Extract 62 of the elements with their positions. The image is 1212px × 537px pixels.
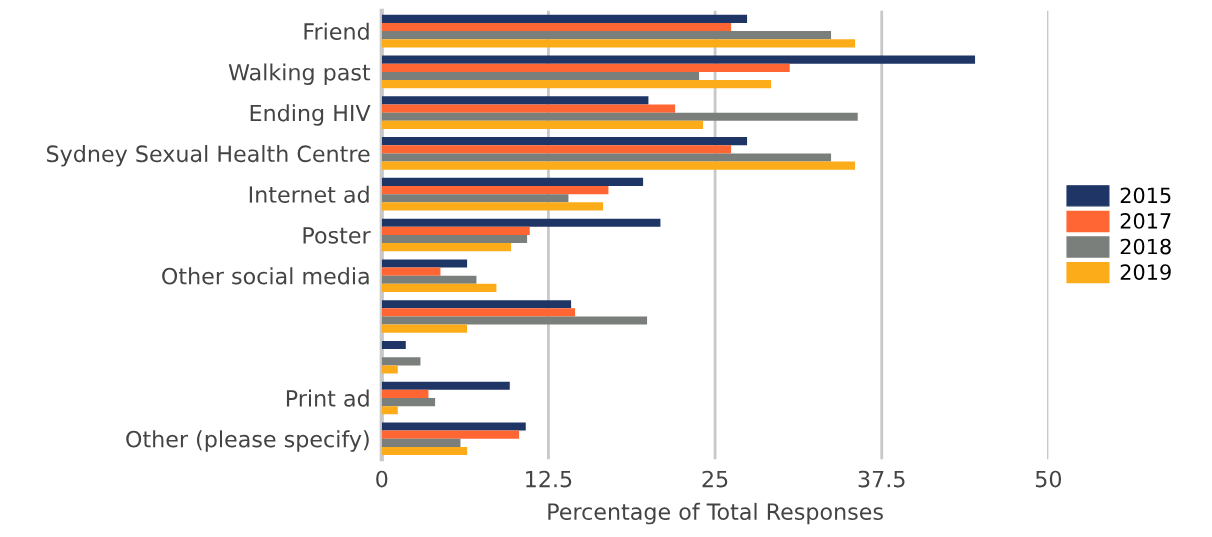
bar: [381, 430, 520, 439]
bar: [381, 389, 429, 398]
bar: [381, 153, 832, 162]
y-tick-label: Other social media: [162, 267, 369, 285]
y-tick-label: Internet ad: [249, 185, 369, 203]
bar: [381, 381, 510, 390]
y-tick-label: Sydney Sexual Health Centre: [46, 144, 370, 167]
x-axis-title: Percentage of Total Responses: [548, 502, 883, 525]
bar: [381, 14, 748, 23]
bar: [381, 234, 528, 244]
legend-label: 2019: [1120, 264, 1171, 280]
legend-label: 2018: [1120, 238, 1171, 255]
y-tick-label: Friend: [304, 22, 369, 40]
bar: [381, 202, 604, 211]
bar: [381, 22, 732, 32]
bar: [381, 226, 530, 235]
bar: [381, 137, 748, 146]
y-tick-label: Other (please specify): [126, 430, 369, 452]
x-tick-label: 37.5: [858, 470, 905, 488]
bar: [381, 177, 644, 187]
bar: [381, 397, 436, 407]
bar: [381, 357, 421, 366]
x-tick-label: 50: [1035, 470, 1062, 488]
x-tick-label: 12.5: [526, 470, 572, 488]
bar: [381, 55, 976, 64]
bar: [381, 218, 661, 227]
bar: [381, 161, 856, 170]
bar: [381, 96, 649, 105]
bar: [381, 308, 576, 317]
bar: [381, 80, 772, 89]
x-tick-label: 25: [702, 470, 728, 488]
bar: [381, 275, 477, 284]
bar: [381, 194, 569, 203]
y-tick-label: Print ad: [286, 389, 369, 407]
bar: [381, 120, 704, 129]
bar: [381, 283, 497, 293]
bar: [381, 31, 832, 40]
bar: [381, 340, 406, 350]
bar: [381, 71, 700, 81]
bar: [381, 365, 398, 374]
bar: [381, 300, 572, 309]
bar: [381, 406, 398, 415]
y-tick-label: Walking past: [228, 63, 371, 85]
legend-label: 2017: [1120, 213, 1171, 229]
bar: [381, 243, 512, 252]
legend-label: 2015: [1120, 187, 1171, 204]
bar: [381, 316, 648, 325]
bar: [381, 446, 468, 456]
bar: [381, 438, 461, 447]
x-tick-label: 0: [376, 470, 388, 488]
bar: [381, 186, 609, 195]
bar: [381, 324, 468, 333]
bar: [381, 259, 468, 268]
bar: [381, 39, 856, 48]
bar: [381, 267, 441, 276]
y-tick-label: Ending HIV: [250, 104, 371, 126]
bar: [381, 112, 858, 121]
bar: [381, 145, 732, 154]
y-tick-label: Poster: [303, 227, 371, 244]
bar: [381, 63, 790, 72]
bar: [381, 104, 676, 113]
bar: [381, 422, 526, 431]
